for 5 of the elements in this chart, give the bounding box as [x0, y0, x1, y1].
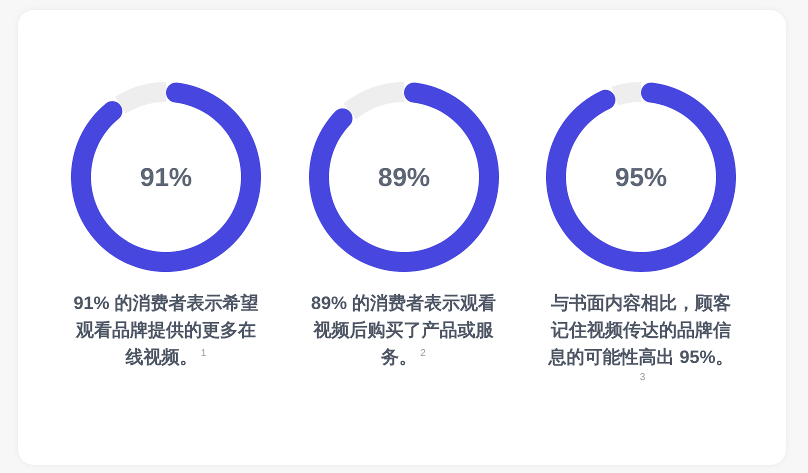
data-label: 89% [377, 162, 430, 192]
data-label: 95% [614, 162, 668, 192]
text: 89% 的消费者表示观看视频后购买了产品或服务。$^{2}$ [310, 292, 498, 369]
data-label: 91% [140, 162, 192, 192]
text: 91% 的消费者表示希望观看品牌提供的更多在线视频。$^{1}$ [72, 292, 260, 369]
